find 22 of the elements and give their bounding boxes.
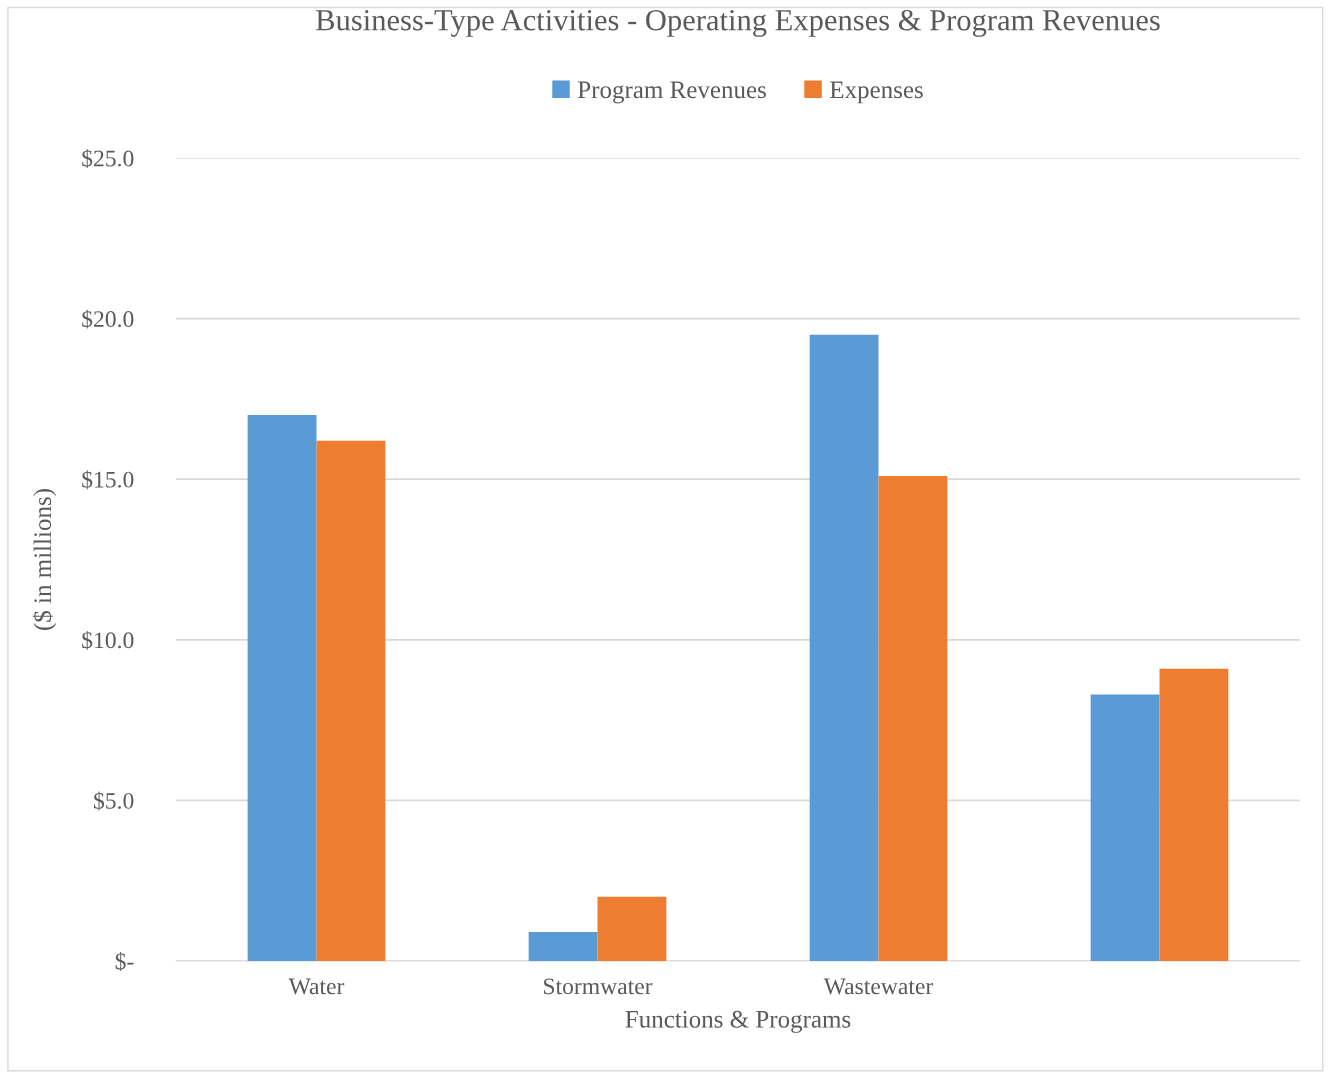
- y-tick-label: $-: [115, 952, 134, 971]
- bar: [597, 896, 667, 961]
- chart-title: Business-Type Activities - Operating Expenses & Program Revenues: [316, 9, 1160, 37]
- y-tick-label: $5.0: [94, 791, 134, 811]
- bar: [809, 334, 879, 961]
- bar: [528, 932, 598, 961]
- bar: [1090, 694, 1160, 961]
- y-tick-label: $20.0: [82, 309, 134, 329]
- bar: [878, 475, 948, 961]
- y-tick-label: $10.0: [82, 630, 134, 650]
- y-tick-label: $15.0: [82, 470, 134, 490]
- x-tick-label: Stormwater: [544, 978, 653, 995]
- x-tick-label: Water: [288, 978, 345, 995]
- legend-label: Expenses: [830, 81, 923, 104]
- x-axis-title: Functions & Programs: [625, 1010, 851, 1033]
- x-tick-label: Wastewater: [823, 978, 934, 995]
- y-axis-title: ($ in millions): [32, 489, 57, 630]
- bar: [1159, 668, 1229, 961]
- legend-label: Program Revenues: [577, 81, 766, 104]
- bar: [316, 440, 386, 961]
- y-tick-label: $25.0: [82, 149, 134, 168]
- bar: [247, 414, 317, 961]
